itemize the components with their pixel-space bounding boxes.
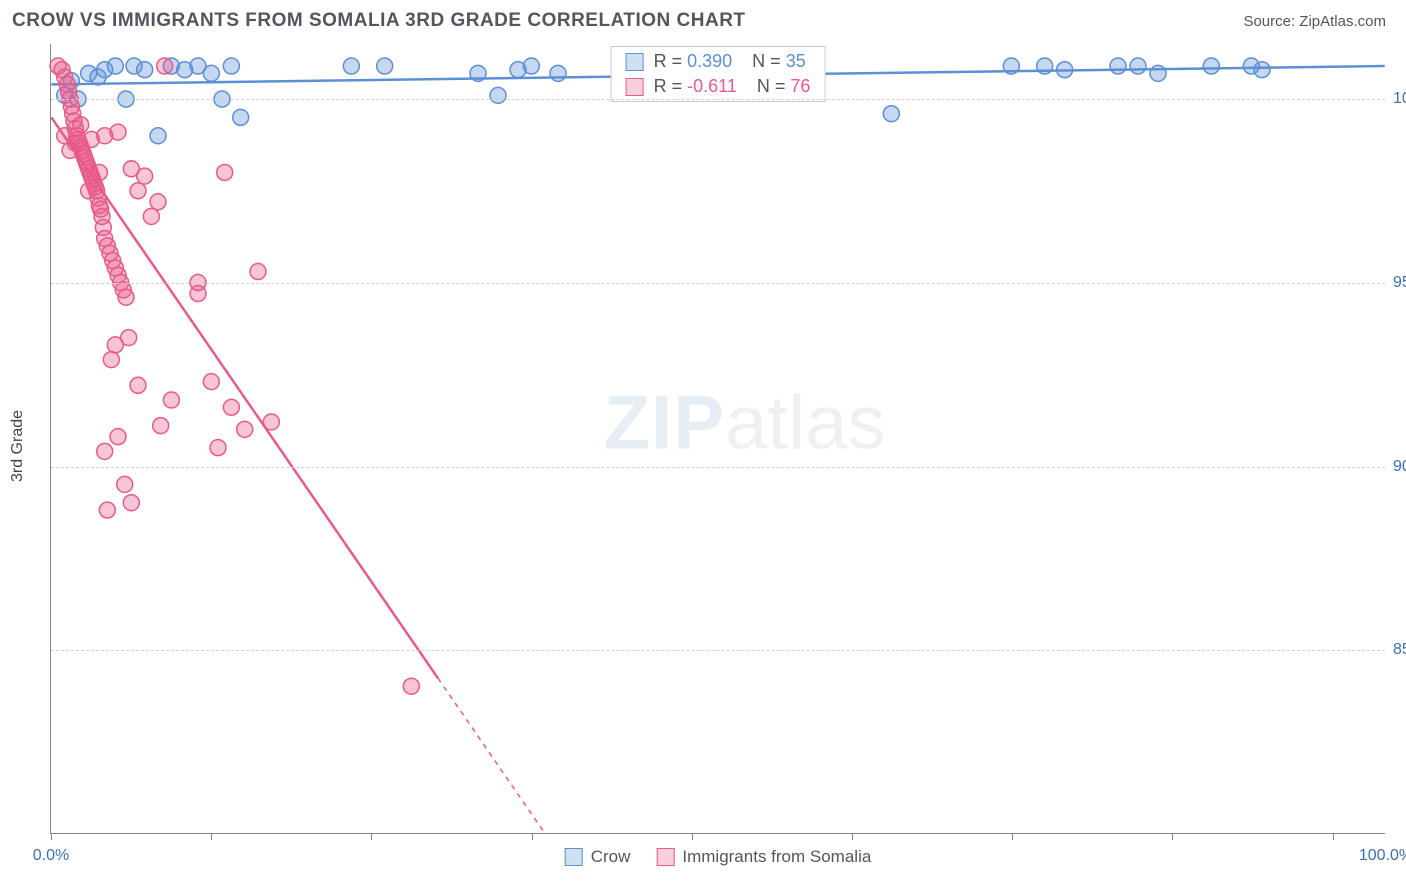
legend-label: Immigrants from Somalia bbox=[682, 847, 871, 867]
scatter-plot bbox=[51, 44, 1385, 833]
gridline bbox=[51, 467, 1385, 468]
data-point bbox=[103, 352, 119, 368]
x-tick bbox=[852, 833, 853, 840]
legend-swatch bbox=[626, 53, 644, 71]
x-tick-label: 100.0% bbox=[1359, 847, 1406, 865]
x-tick bbox=[1333, 833, 1334, 840]
chart-plot-area: ZIPatlas R = 0.390 N = 35R = -0.611 N = … bbox=[50, 44, 1385, 834]
data-point bbox=[190, 286, 206, 302]
trend-line bbox=[51, 117, 438, 678]
data-point bbox=[250, 264, 266, 280]
data-point bbox=[130, 377, 146, 393]
data-point bbox=[97, 443, 113, 459]
data-point bbox=[1150, 65, 1166, 81]
x-tick bbox=[692, 833, 693, 840]
gridline bbox=[51, 283, 1385, 284]
legend-swatch bbox=[626, 78, 644, 96]
gridline bbox=[51, 650, 1385, 651]
data-point bbox=[73, 117, 89, 133]
data-point bbox=[99, 502, 115, 518]
data-point bbox=[883, 106, 899, 122]
legend-row: R = 0.390 N = 35 bbox=[612, 49, 825, 74]
data-point bbox=[1003, 58, 1019, 74]
x-tick bbox=[532, 833, 533, 840]
y-tick-label: 95.0% bbox=[1387, 274, 1406, 292]
data-point bbox=[137, 168, 153, 184]
data-point bbox=[153, 418, 169, 434]
page-title: CROW VS IMMIGRANTS FROM SOMALIA 3RD GRAD… bbox=[12, 10, 746, 32]
data-point bbox=[490, 87, 506, 103]
data-point bbox=[223, 58, 239, 74]
data-point bbox=[233, 109, 249, 125]
x-tick bbox=[51, 833, 52, 840]
data-point bbox=[150, 128, 166, 144]
data-point bbox=[237, 421, 253, 437]
data-point bbox=[403, 678, 419, 694]
data-point bbox=[523, 58, 539, 74]
legend-r-label: R = 0.390 bbox=[654, 51, 733, 72]
data-point bbox=[263, 414, 279, 430]
legend-label: Crow bbox=[591, 847, 631, 867]
legend-n-label: N = 76 bbox=[747, 76, 811, 97]
y-tick-label: 90.0% bbox=[1387, 458, 1406, 476]
data-point bbox=[150, 194, 166, 210]
legend-swatch bbox=[565, 848, 583, 866]
legend-item: Immigrants from Somalia bbox=[656, 847, 871, 867]
legend-r-label: R = -0.611 bbox=[654, 76, 737, 97]
data-point bbox=[157, 58, 173, 74]
data-point bbox=[1110, 58, 1126, 74]
data-point bbox=[91, 164, 107, 180]
x-tick bbox=[1012, 833, 1013, 840]
legend-row: R = -0.611 N = 76 bbox=[612, 74, 825, 99]
data-point bbox=[110, 124, 126, 140]
data-point bbox=[223, 399, 239, 415]
x-tick bbox=[211, 833, 212, 840]
x-tick bbox=[1172, 833, 1173, 840]
data-point bbox=[377, 58, 393, 74]
source-attribution: Source: ZipAtlas.com bbox=[1243, 13, 1386, 30]
correlation-legend: R = 0.390 N = 35R = -0.611 N = 76 bbox=[611, 46, 826, 102]
gridline bbox=[51, 99, 1385, 100]
data-point bbox=[121, 330, 137, 346]
data-point bbox=[1254, 62, 1270, 78]
legend-n-label: N = 35 bbox=[742, 51, 806, 72]
data-point bbox=[1037, 58, 1053, 74]
data-point bbox=[107, 58, 123, 74]
data-point bbox=[1203, 58, 1219, 74]
data-point bbox=[163, 392, 179, 408]
data-point bbox=[1057, 62, 1073, 78]
x-tick-label: 0.0% bbox=[33, 847, 69, 865]
data-point bbox=[1130, 58, 1146, 74]
data-point bbox=[203, 374, 219, 390]
legend-item: Crow bbox=[565, 847, 631, 867]
data-point bbox=[343, 58, 359, 74]
data-point bbox=[203, 65, 219, 81]
trend-line-dashed bbox=[438, 678, 545, 833]
data-point bbox=[550, 65, 566, 81]
legend-swatch bbox=[656, 848, 674, 866]
data-point bbox=[67, 135, 83, 151]
series-legend: Crow Immigrants from Somalia bbox=[565, 847, 872, 867]
data-point bbox=[117, 476, 133, 492]
data-point bbox=[110, 429, 126, 445]
data-point bbox=[210, 440, 226, 456]
data-point bbox=[470, 65, 486, 81]
data-point bbox=[118, 289, 134, 305]
data-point bbox=[143, 208, 159, 224]
x-tick bbox=[371, 833, 372, 840]
y-axis-title: 3rd Grade bbox=[9, 410, 27, 482]
y-tick-label: 100.0% bbox=[1387, 90, 1406, 108]
data-point bbox=[130, 183, 146, 199]
data-point bbox=[123, 495, 139, 511]
data-point bbox=[137, 62, 153, 78]
data-point bbox=[81, 183, 97, 199]
y-tick-label: 85.0% bbox=[1387, 641, 1406, 659]
data-point bbox=[217, 164, 233, 180]
